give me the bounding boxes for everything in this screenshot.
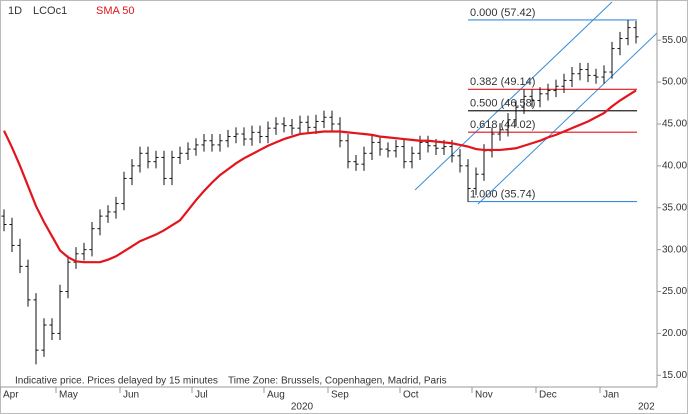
plot: 0.000 (57.42) 0.382 (49.14) 0.500 (46.58) 0… [1,7,639,365]
y-tick-label: 35.00 [662,202,687,213]
y-tick-label: 55.00 [662,35,687,46]
fib-label: 1.000 (35.74) [470,188,535,200]
x-tick-label: Jun [123,390,139,401]
y-tick-label: 30.00 [662,244,687,255]
legend-entry: LCOc1 [33,5,67,17]
x-tick-label: Jan [603,390,619,401]
year-label: 2020 [291,402,314,413]
y-tick-label: 15.00 [662,370,687,381]
x-tick-label: Nov [475,390,493,401]
fib-label: 0.618 (44.02) [470,119,535,131]
channel-line [414,1,613,191]
footnote: Indicative price. Prices delayed by 15 m… [15,376,218,387]
y-tick-label: 45.00 [662,119,687,130]
y-tick-label: 50.00 [662,77,687,88]
x-tick-label: Jul [195,390,208,401]
sma-line [3,89,637,264]
y-tick-label: 25.00 [662,286,687,297]
x-tick-label: May [59,390,78,401]
x-tick-label: Dec [539,390,557,401]
fib-label: 0.382 (49.14) [470,76,535,88]
fib-label: 0.500 (46.58) [470,98,535,110]
x-tick-label: Apr [3,390,19,401]
footnote: Time Zone: Brussels, Copenhagen, Madrid,… [228,376,447,387]
fib-label: 0.000 (57.42) [470,7,535,19]
y-tick-label: 20.00 [662,328,687,339]
y-tick-label: 40.00 [662,160,687,171]
x-tick-label: Sep [331,390,349,401]
legend-entry: SMA 50 [96,5,135,17]
year-label: 202 [638,402,655,413]
interval: 1D [8,5,22,17]
channel-line [477,32,658,205]
x-tick-label: Aug [267,390,285,401]
x-tick-label: Oct [403,390,419,401]
